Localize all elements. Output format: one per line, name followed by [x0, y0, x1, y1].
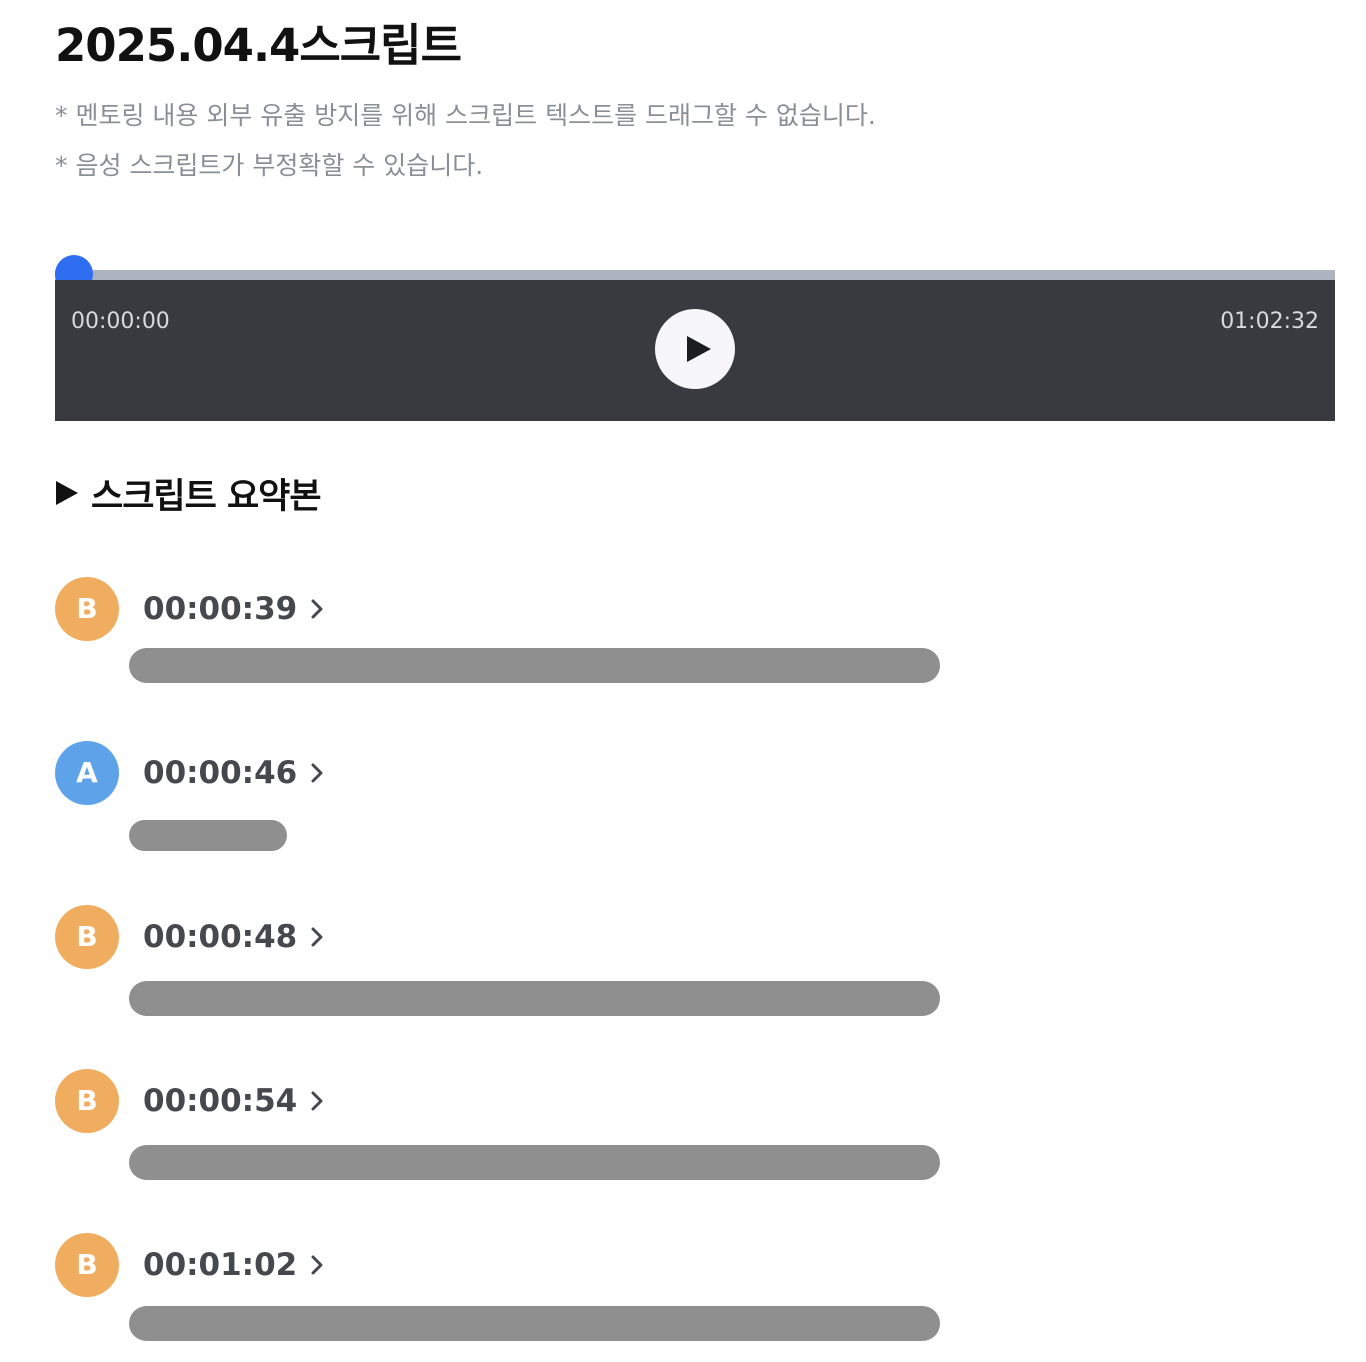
play-button[interactable]	[655, 309, 735, 389]
chevron-right-icon	[311, 599, 323, 619]
drag-restriction-notice: * 멘토링 내용 외부 유출 방지를 위해 스크립트 텍스트를 드래그할 수 없…	[55, 101, 876, 130]
timestamp-link[interactable]: 00:00:46	[143, 753, 325, 793]
speaker-avatar: A	[55, 741, 119, 805]
speaker-avatar: B	[55, 1233, 119, 1297]
script-entry: A 00:00:46	[55, 741, 955, 851]
summary-heading-label: 스크립트 요약본	[91, 476, 322, 517]
timestamp: 00:01:02	[143, 1247, 298, 1283]
timestamp: 00:00:48	[143, 919, 298, 955]
current-time: 00:00:00	[71, 309, 170, 334]
script-entry: B 00:00:39	[55, 577, 955, 687]
timestamp: 00:00:39	[143, 591, 298, 627]
chevron-right-icon	[311, 927, 323, 947]
page-title: 2025.04.4스크립트	[55, 19, 462, 72]
timestamp-link[interactable]: 00:01:02	[143, 1245, 325, 1285]
timestamp: 00:00:54	[143, 1083, 298, 1119]
script-entry: B 00:01:02	[55, 1233, 955, 1343]
play-icon	[687, 336, 711, 362]
timestamp-link[interactable]: 00:00:54	[143, 1081, 325, 1121]
blurred-script-text	[129, 1145, 940, 1180]
script-entry: B 00:00:54	[55, 1069, 955, 1180]
speaker-avatar: B	[55, 577, 119, 641]
speaker-avatar: B	[55, 905, 119, 969]
timestamp: 00:00:46	[143, 755, 298, 791]
script-entry: B 00:00:48	[55, 905, 955, 1016]
accuracy-notice: * 음성 스크립트가 부정확할 수 있습니다.	[55, 151, 484, 180]
blurred-script-text	[129, 648, 940, 683]
speaker-avatar: B	[55, 1069, 119, 1133]
blurred-script-text	[129, 820, 287, 851]
progress-track[interactable]	[55, 270, 1335, 280]
audio-player: 00:00:00 01:02:32	[55, 255, 1335, 421]
chevron-right-icon	[311, 763, 323, 783]
timestamp-link[interactable]: 00:00:39	[143, 589, 325, 629]
chevron-right-icon	[311, 1091, 323, 1111]
blurred-script-text	[129, 1306, 940, 1341]
chevron-right-icon	[311, 1255, 323, 1275]
triangle-right-icon	[56, 481, 78, 505]
blurred-script-text	[129, 981, 940, 1016]
timestamp-link[interactable]: 00:00:48	[143, 917, 325, 957]
total-time: 01:02:32	[1220, 309, 1319, 334]
summary-heading[interactable]: 스크립트 요약본	[55, 468, 322, 518]
player-controls: 00:00:00 01:02:32	[55, 280, 1335, 421]
